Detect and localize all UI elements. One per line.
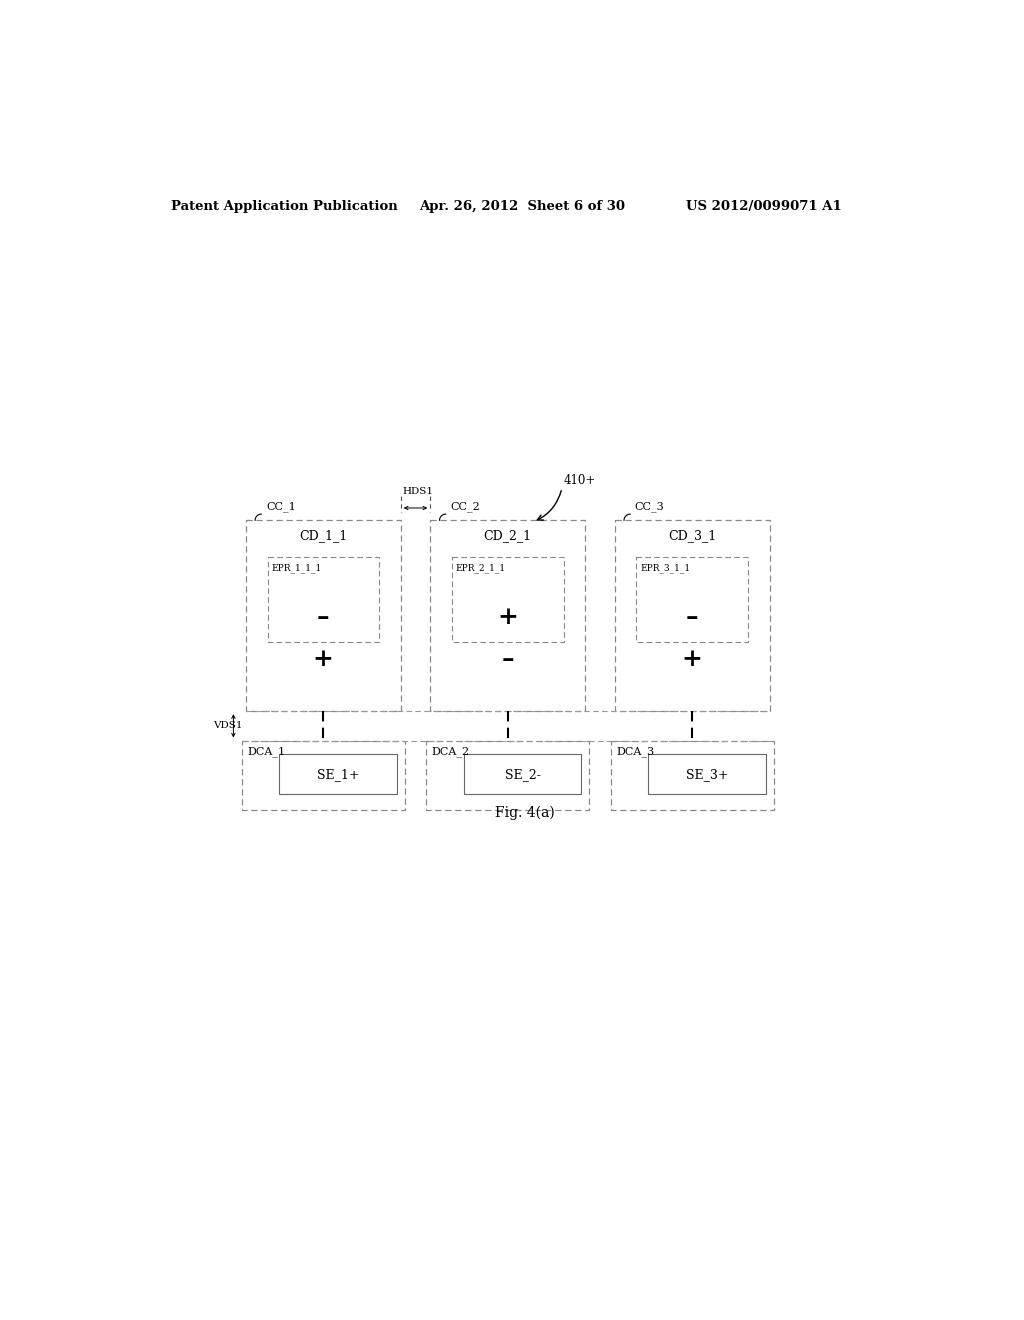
Bar (611, 741, 773, 809)
Bar (267, 557, 379, 642)
Bar (280, 755, 397, 795)
Bar (648, 755, 766, 795)
Text: CC_2: CC_2 (451, 502, 480, 512)
Text: Apr. 26, 2012  Sheet 6 of 30: Apr. 26, 2012 Sheet 6 of 30 (419, 199, 625, 213)
Text: CD_3_1: CD_3_1 (668, 529, 717, 543)
Bar (636, 557, 748, 642)
Text: –: – (502, 647, 514, 671)
Bar (246, 520, 400, 711)
Text: SE_1+: SE_1+ (316, 768, 359, 781)
Bar (464, 755, 582, 795)
Text: DCA_1: DCA_1 (248, 747, 286, 758)
Bar (242, 741, 404, 809)
Text: US 2012/0099071 A1: US 2012/0099071 A1 (686, 199, 842, 213)
Text: –: – (686, 605, 698, 628)
Text: SE_2-: SE_2- (505, 768, 541, 781)
Text: CC_3: CC_3 (635, 502, 665, 512)
Text: SE_3+: SE_3+ (686, 768, 728, 781)
Text: +: + (313, 647, 334, 671)
Bar (452, 557, 563, 642)
Text: EPR_3_1_1: EPR_3_1_1 (640, 564, 690, 573)
Text: DCA_2: DCA_2 (432, 747, 470, 758)
Bar (430, 520, 586, 711)
Text: Fig. 4(a): Fig. 4(a) (495, 805, 555, 820)
Text: +: + (682, 647, 702, 671)
Text: Patent Application Publication: Patent Application Publication (171, 199, 397, 213)
Text: +: + (498, 605, 518, 628)
Text: CD_2_1: CD_2_1 (483, 529, 531, 543)
Bar (426, 741, 589, 809)
Text: DCA_3: DCA_3 (616, 747, 654, 758)
Bar (614, 520, 770, 711)
Text: –: – (317, 605, 330, 628)
Text: CD_1_1: CD_1_1 (299, 529, 347, 543)
Text: VDS1: VDS1 (213, 722, 243, 730)
Text: CC_1: CC_1 (266, 502, 296, 512)
Text: HDS1: HDS1 (402, 487, 433, 496)
Text: EPR_2_1_1: EPR_2_1_1 (456, 564, 506, 573)
Text: 410+: 410+ (563, 474, 596, 487)
Text: EPR_1_1_1: EPR_1_1_1 (271, 564, 322, 573)
